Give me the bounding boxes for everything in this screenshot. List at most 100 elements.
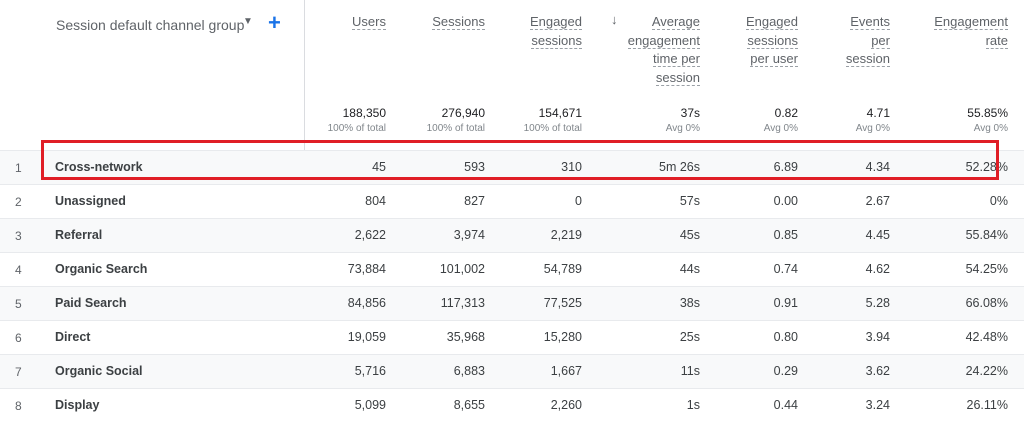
column-header-label-line: Engaged (745, 14, 798, 30)
column-header-avg-engagement-time[interactable]: Average engagement time per session (627, 13, 700, 87)
total-value: 0.82 (774, 106, 798, 120)
cell-users: 73,884 (347, 262, 386, 276)
cell-engaged-sessions-per-user: 0.80 (773, 330, 798, 344)
column-header-engaged-sessions[interactable]: Engaged sessions (529, 13, 582, 50)
cell-avg-engagement-time: 25s (679, 330, 700, 344)
cell-sessions: 6,883 (453, 364, 485, 378)
total-cell: 154,671 100% of total (524, 106, 582, 134)
cell-events-per-session: 2.67 (865, 194, 890, 208)
cell-avg-engagement-time: 1s (686, 398, 700, 412)
table-row[interactable]: 4 Organic Search 73,884 101,002 54,789 44s 0.7… (0, 252, 1024, 287)
column-header-label-line: time per (653, 51, 700, 67)
row-index: 4 (15, 263, 22, 277)
column-header-engaged-sessions-per-user[interactable]: Engaged sessions per user (745, 13, 798, 69)
cell-sessions: 101,002 (439, 262, 485, 276)
column-header-label-line: session (845, 51, 890, 67)
cell-engaged-sessions-per-user: 0.74 (773, 262, 798, 276)
cell-users: 84,856 (347, 296, 386, 310)
cell-engaged-sessions: 77,525 (543, 296, 582, 310)
table-row[interactable]: 1 Cross-network 45 593 310 5m 26s 6.89 4.34 52.2… (0, 150, 1024, 185)
total-value: 154,671 (538, 106, 582, 120)
cell-users: 5,716 (354, 364, 386, 378)
channel-name[interactable]: Unassigned (55, 194, 126, 208)
column-header-label-line: per user (750, 51, 798, 67)
cell-engaged-sessions: 0 (575, 194, 582, 208)
column-header-label-line: Average (651, 14, 700, 30)
table-row[interactable]: 3 Referral 2,622 3,974 2,219 45s 0.85 4.45 55.84… (0, 218, 1024, 253)
row-index: 7 (15, 365, 22, 379)
row-index: 2 (15, 195, 22, 209)
cell-sessions: 827 (464, 194, 485, 208)
cell-engaged-sessions-per-user: 0.00 (773, 194, 798, 208)
total-value: 4.71 (866, 106, 890, 120)
cell-engagement-rate: 55.84% (965, 228, 1008, 242)
cell-engagement-rate: 24.22% (965, 364, 1008, 378)
cell-engaged-sessions: 54,789 (543, 262, 582, 276)
total-value: 276,940 (441, 106, 485, 120)
cell-avg-engagement-time: 45s (679, 228, 700, 242)
channel-name[interactable]: Direct (55, 330, 91, 344)
row-index: 5 (15, 297, 22, 311)
total-value: 37s (680, 106, 700, 120)
total-cell: 37s Avg 0% (666, 106, 700, 134)
cell-engagement-rate: 42.48% (965, 330, 1008, 344)
channel-name[interactable]: Display (55, 398, 100, 412)
row-index: 3 (15, 229, 22, 243)
table-row[interactable]: 2 Unassigned 804 827 0 57s 0.00 2.67 0% (0, 184, 1024, 219)
cell-engaged-sessions: 2,260 (550, 398, 582, 412)
cell-engaged-sessions: 15,280 (543, 330, 582, 344)
channel-name[interactable]: Organic Search (55, 262, 148, 276)
chevron-down-icon[interactable]: ▼ (243, 16, 253, 27)
cell-engagement-rate: 0% (989, 194, 1008, 208)
total-value: 188,350 (342, 106, 386, 120)
row-index: 8 (15, 399, 22, 413)
cell-engaged-sessions-per-user: 0.85 (773, 228, 798, 242)
cell-avg-engagement-time: 5m 26s (659, 160, 700, 174)
cell-users: 45 (372, 160, 386, 174)
cell-events-per-session: 4.34 (865, 160, 890, 174)
total-subtext: 100% of total (426, 123, 485, 134)
column-header-users[interactable]: Users (352, 13, 386, 32)
column-header-label-line: Users (352, 14, 386, 30)
total-subtext: Avg 0% (665, 123, 700, 134)
column-header-label-line: engagement (627, 32, 700, 49)
column-header-events-per-session[interactable]: Events per session (845, 13, 890, 69)
column-header-label-line: session (655, 69, 700, 86)
total-cell: 276,940 100% of total (427, 106, 485, 134)
table-row[interactable]: 7 Organic Social 5,716 6,883 1,667 11s 0.29 3.6… (0, 354, 1024, 389)
column-header-sessions[interactable]: Sessions (432, 13, 485, 32)
cell-engaged-sessions-per-user: 0.91 (773, 296, 798, 310)
channel-name[interactable]: Paid Search (55, 296, 127, 310)
column-header-label-line: Engagement (934, 14, 1008, 30)
total-subtext: 100% of total (523, 123, 582, 134)
cell-events-per-session: 4.62 (865, 262, 890, 276)
cell-events-per-session: 5.28 (865, 296, 890, 310)
total-cell: 188,350 100% of total (328, 106, 386, 134)
cell-sessions: 3,974 (453, 228, 485, 242)
total-cell: 55.85% Avg 0% (967, 106, 1008, 134)
plus-icon[interactable]: + (268, 10, 281, 35)
cell-events-per-session: 3.94 (865, 330, 890, 344)
channel-name[interactable]: Cross-network (55, 160, 143, 174)
cell-events-per-session: 3.24 (865, 398, 890, 412)
channel-name[interactable]: Referral (55, 228, 103, 242)
column-divider (304, 0, 305, 150)
cell-users: 2,622 (354, 228, 386, 242)
cell-users: 804 (365, 194, 386, 208)
table-row[interactable]: 6 Direct 19,059 35,968 15,280 25s 0.80 3.94 42.4… (0, 320, 1024, 355)
column-header-engagement-rate[interactable]: Engagement rate (934, 13, 1008, 50)
table-row[interactable]: 8 Display 5,099 8,655 2,260 1s 0.44 3.24 26.11% (0, 388, 1024, 423)
cell-sessions: 593 (464, 160, 485, 174)
dimension-column-header[interactable]: Session default channel group (56, 17, 245, 33)
total-value: 55.85% (967, 106, 1008, 120)
cell-engagement-rate: 66.08% (965, 296, 1008, 310)
cell-users: 5,099 (354, 398, 386, 412)
column-header-label-line: Sessions (432, 14, 485, 30)
cell-sessions: 8,655 (453, 398, 485, 412)
table-row[interactable]: 5 Paid Search 84,856 117,313 77,525 38s 0.91 5.… (0, 286, 1024, 321)
column-header-label-line: Events (850, 14, 890, 30)
total-cell: 0.82 Avg 0% (764, 106, 798, 134)
row-index: 1 (15, 161, 22, 175)
channel-name[interactable]: Organic Social (55, 364, 143, 378)
cell-sessions: 117,313 (440, 296, 485, 310)
